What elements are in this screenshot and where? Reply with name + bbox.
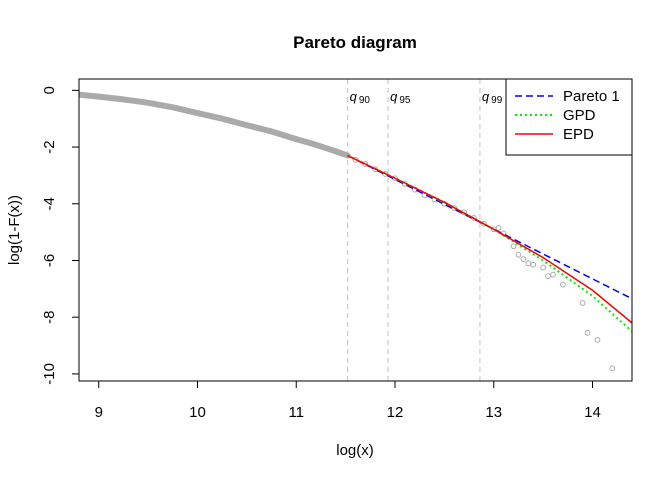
y-tick-label: -4 xyxy=(41,197,58,210)
legend-label: GPD xyxy=(563,107,596,124)
empirical-point xyxy=(609,365,616,372)
legend-box xyxy=(505,78,633,156)
empirical-point xyxy=(559,281,566,288)
chart-title: Pareto diagram xyxy=(293,33,417,52)
empirical-point xyxy=(579,300,586,306)
empirical-point xyxy=(490,226,497,233)
empirical-point xyxy=(540,264,547,271)
y-tick-label: -6 xyxy=(41,254,58,267)
legend: Pareto 1 GPD EPD xyxy=(505,78,633,156)
x-tick-label: 11 xyxy=(288,404,304,421)
epd-line xyxy=(347,154,632,324)
plot-area xyxy=(79,79,632,381)
quantile-subscript: 90 xyxy=(359,95,371,106)
y-tick-label: -10 xyxy=(41,363,58,385)
empirical-point xyxy=(525,260,532,267)
x-axis-label: log(x) xyxy=(336,442,374,459)
y-tick-label: -8 xyxy=(41,311,58,324)
y-tick-label: 0 xyxy=(41,86,58,94)
quantile-label-q99: q 99 xyxy=(482,89,503,106)
x-tick-label: 13 xyxy=(485,404,502,421)
empirical-point xyxy=(520,256,527,262)
quantile-subscript: 99 xyxy=(491,95,503,106)
quantile-symbol: q xyxy=(350,89,358,104)
y-axis-label: log(1-F(x)) xyxy=(6,195,23,265)
quantile-subscript: 95 xyxy=(399,95,411,106)
x-tick-label: 10 xyxy=(189,404,206,421)
empirical-point xyxy=(530,261,537,268)
empirical-dense-points xyxy=(79,91,351,159)
x-tick-label: 9 xyxy=(95,404,103,421)
legend-label: EPD xyxy=(563,126,594,143)
plot-frame xyxy=(78,78,633,382)
x-tick-label: 14 xyxy=(584,404,601,421)
y-tick-label: -2 xyxy=(41,140,58,153)
empirical-point xyxy=(584,329,591,336)
empirical-point xyxy=(510,243,517,250)
quantile-label-q90: q 90 xyxy=(350,89,371,106)
empirical-point xyxy=(495,224,502,231)
empirical-point xyxy=(594,336,601,343)
quantile-label-q95: q 95 xyxy=(390,89,411,106)
x-tick-label: 12 xyxy=(387,404,404,421)
legend-label: Pareto 1 xyxy=(563,88,620,105)
empirical-point xyxy=(550,271,556,278)
empirical-point xyxy=(515,251,522,258)
gpd-line xyxy=(347,154,632,333)
quantile-symbol: q xyxy=(390,89,398,104)
empirical-point xyxy=(545,273,551,279)
quantile-symbol: q xyxy=(482,89,490,104)
